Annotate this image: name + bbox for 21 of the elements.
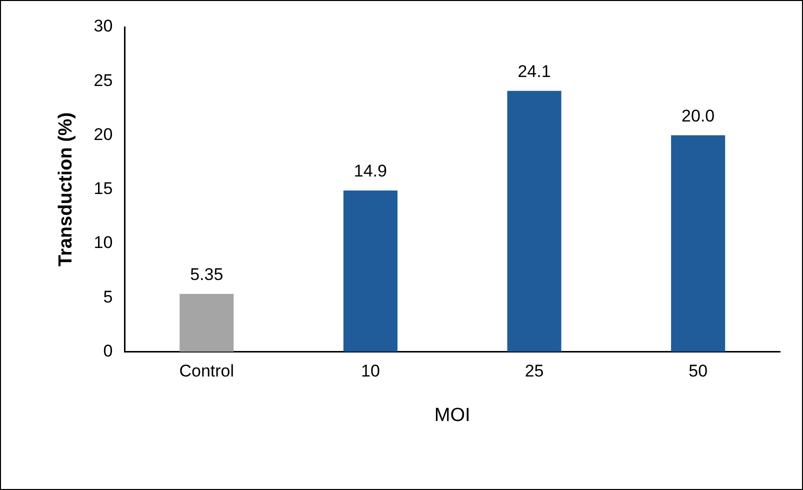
y-tick-label: 30 — [94, 16, 113, 36]
bar — [343, 190, 398, 352]
x-axis-title: MOI — [434, 404, 470, 426]
x-tick-label: 10 — [360, 362, 380, 381]
data-label: 14.9 — [354, 162, 387, 181]
x-tick-label: 25 — [524, 362, 544, 381]
y-tick-label: 5 — [103, 287, 113, 306]
bar — [507, 90, 562, 352]
y-tick-label: 0 — [103, 341, 113, 360]
data-label: 24.1 — [518, 62, 551, 82]
x-tick-label: 50 — [688, 362, 708, 381]
y-tick-label: 25 — [94, 70, 113, 90]
data-label: 20.0 — [682, 106, 715, 126]
bar — [180, 294, 234, 352]
y-tick-label: 15 — [94, 179, 113, 198]
y-tick-label: 10 — [94, 233, 113, 252]
y-tick-label: 20 — [94, 124, 113, 144]
bar — [671, 135, 726, 352]
x-tick-label: Control — [179, 362, 234, 381]
data-label: 5.35 — [190, 265, 224, 284]
y-axis-title: Transduction (%) — [56, 112, 77, 266]
